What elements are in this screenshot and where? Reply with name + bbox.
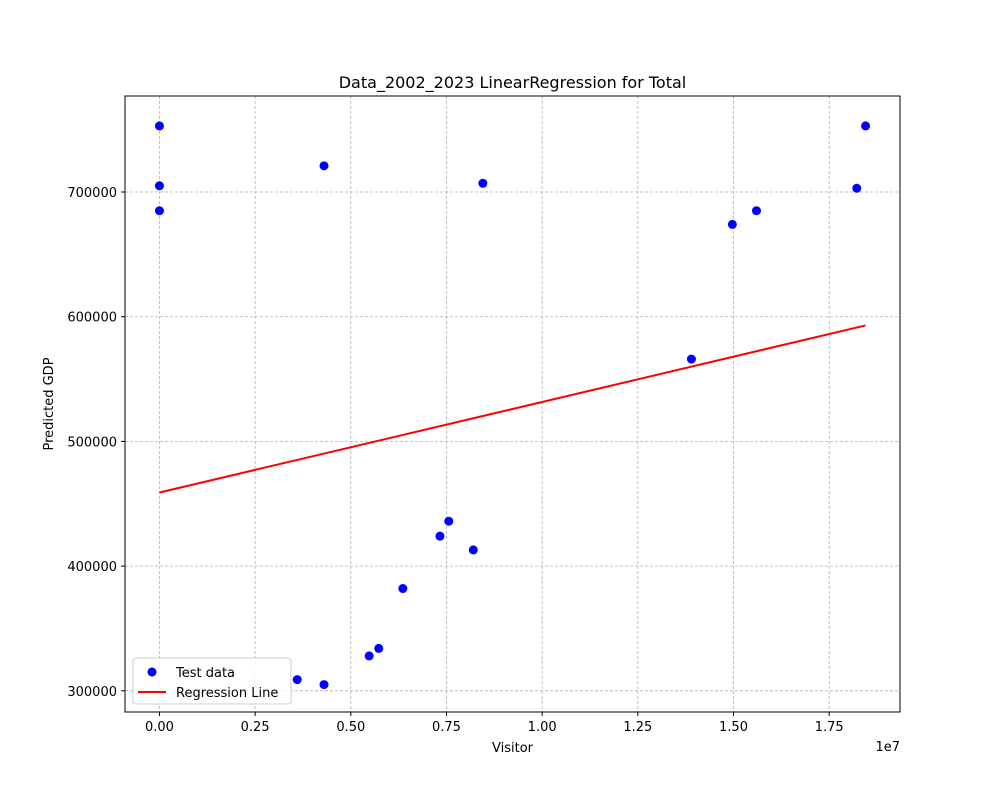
- scatter-point: [364, 651, 374, 661]
- chart-title: Data_2002_2023 LinearRegression for Tota…: [339, 73, 687, 93]
- scatter-point: [468, 545, 478, 555]
- scatter-point: [154, 206, 164, 216]
- scatter-point: [444, 516, 454, 526]
- grid-lines: [125, 96, 900, 712]
- y-tick-label: 500000: [67, 435, 117, 450]
- y-tick-label: 300000: [67, 685, 117, 700]
- x-tick-label: 0.75: [432, 720, 461, 735]
- y-axis-ticks: 300000 400000 500000 600000 700000: [67, 186, 125, 700]
- scatter-point: [435, 531, 445, 541]
- x-tick-label: 1.00: [528, 720, 557, 735]
- scatter-point: [154, 121, 164, 131]
- x-tick-label: 1.25: [623, 720, 652, 735]
- x-tick-label: 1.75: [815, 720, 844, 735]
- y-axis-label: Predicted GDP: [42, 357, 57, 450]
- x-axis-offset-label: 1e7: [875, 740, 900, 755]
- scatter-point: [374, 643, 384, 653]
- axes-frame: [124, 95, 901, 713]
- legend-label-test-data: Test data: [175, 666, 235, 681]
- scatter-point: [478, 178, 488, 188]
- scatter-point: [292, 675, 302, 685]
- plot-area: [154, 121, 871, 690]
- x-tick-label: 1.50: [719, 720, 748, 735]
- scatter-point: [852, 183, 862, 193]
- scatter-point: [727, 219, 737, 229]
- scatter-point: [319, 161, 329, 171]
- x-tick-label: 0.50: [336, 720, 365, 735]
- legend-box: [132, 657, 292, 705]
- regression-line: [159, 324, 866, 494]
- x-tick-label: 0.25: [241, 720, 270, 735]
- scatter-point: [154, 181, 164, 191]
- scatter-point: [398, 584, 408, 594]
- x-tick-label: 0.00: [145, 720, 174, 735]
- scatter-point: [686, 354, 696, 364]
- scatter-point: [751, 206, 761, 216]
- x-axis-ticks: 0.00 0.25 0.50 0.75 1.00 1.25 1.50 1.75: [145, 712, 844, 735]
- x-axis-label: Visitor: [492, 741, 534, 756]
- legend-marker-test-data: [147, 667, 157, 677]
- y-tick-label: 700000: [67, 186, 117, 201]
- scatter-point: [861, 121, 871, 131]
- y-tick-label: 400000: [67, 560, 117, 575]
- legend-label-regression-line: Regression Line: [176, 686, 278, 701]
- scatter-point: [319, 680, 329, 690]
- legend: Test data Regression Line: [132, 657, 292, 705]
- y-tick-label: 600000: [67, 311, 117, 326]
